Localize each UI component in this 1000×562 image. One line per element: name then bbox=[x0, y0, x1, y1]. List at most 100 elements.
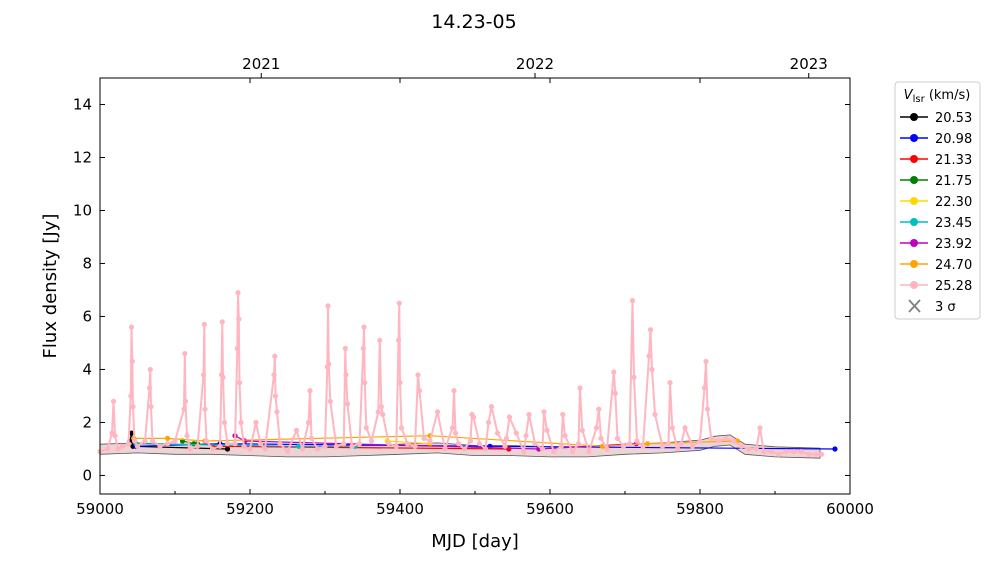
data-point bbox=[412, 443, 418, 449]
data-point bbox=[598, 435, 604, 441]
data-point bbox=[503, 435, 510, 441]
data-point bbox=[182, 351, 188, 357]
data-point bbox=[544, 427, 550, 433]
data-point bbox=[235, 290, 241, 296]
data-point bbox=[396, 300, 402, 306]
data-point bbox=[708, 435, 714, 441]
data-point bbox=[575, 441, 582, 447]
data-point bbox=[172, 438, 178, 444]
data-point bbox=[678, 441, 684, 447]
legend-swatch-marker bbox=[910, 113, 918, 121]
legend-item-23.92: 23.92 bbox=[900, 237, 972, 252]
legend-swatch-marker bbox=[910, 260, 918, 268]
data-point bbox=[776, 451, 782, 457]
legend-item-25.28: 25.28 bbox=[900, 279, 972, 294]
data-point bbox=[224, 446, 231, 452]
y-tick-label: 4 bbox=[82, 360, 92, 378]
legend-item-21.75: 21.75 bbox=[900, 174, 972, 189]
data-point bbox=[187, 446, 193, 452]
data-point bbox=[327, 398, 333, 404]
data-point bbox=[667, 380, 673, 386]
data-point bbox=[299, 446, 306, 452]
data-point bbox=[798, 449, 804, 455]
data-point bbox=[532, 441, 538, 447]
data-point bbox=[128, 430, 135, 436]
data-point bbox=[631, 374, 637, 380]
data-point bbox=[746, 446, 752, 452]
legend-item-20.53: 20.53 bbox=[900, 111, 972, 126]
data-point bbox=[434, 409, 441, 415]
y-tick-label: 6 bbox=[82, 307, 92, 325]
data-point bbox=[551, 449, 557, 455]
y-tick-label: 2 bbox=[82, 413, 92, 431]
data-point bbox=[482, 446, 489, 452]
data-point bbox=[221, 419, 228, 426]
data-point bbox=[356, 441, 363, 447]
plot-area bbox=[97, 290, 838, 459]
data-point bbox=[342, 345, 348, 351]
data-point bbox=[305, 419, 312, 426]
legend-title-sub: lsr bbox=[913, 94, 926, 105]
plot-frame bbox=[99, 77, 851, 495]
data-point bbox=[128, 324, 135, 330]
data-point bbox=[164, 435, 171, 441]
data-point bbox=[236, 316, 242, 322]
data-point bbox=[104, 446, 111, 452]
legend-items: 20.53 20.98 21.33 21.75 22.30 23.45 23.92 24.70… bbox=[900, 111, 972, 315]
data-point bbox=[404, 441, 411, 447]
data-point bbox=[344, 401, 351, 407]
data-point bbox=[629, 298, 636, 304]
x-tick-label: 59000 bbox=[76, 500, 124, 518]
data-point bbox=[731, 438, 737, 444]
legend-item-sigma: 3 σ bbox=[908, 299, 956, 315]
legend: Vlsr (km/s) 20.53 20.98 21.33 21.75 22.30 23.… bbox=[894, 81, 981, 320]
data-point bbox=[502, 443, 508, 449]
x-axis: 59000 59200 59400 59600 59800 60000 bbox=[76, 78, 874, 518]
legend-label: 23.45 bbox=[935, 216, 972, 231]
data-point bbox=[470, 414, 477, 420]
y-axis: 0 2 4 6 8 10 12 14 bbox=[73, 95, 850, 484]
data-point bbox=[326, 361, 332, 367]
data-point bbox=[362, 380, 368, 386]
data-point bbox=[284, 449, 291, 455]
x-tick-label: 59200 bbox=[226, 500, 274, 518]
data-point bbox=[217, 443, 223, 449]
legend-item-20.98: 20.98 bbox=[900, 132, 972, 147]
data-point bbox=[361, 324, 367, 330]
data-point bbox=[375, 409, 381, 415]
data-point bbox=[455, 441, 462, 447]
data-point bbox=[129, 358, 135, 365]
legend-label: 23.92 bbox=[935, 237, 972, 252]
y-tick-label: 8 bbox=[82, 254, 92, 272]
data-point bbox=[644, 441, 651, 447]
data-point bbox=[541, 409, 547, 415]
data-point bbox=[202, 406, 208, 412]
legend-swatch-marker bbox=[910, 134, 918, 142]
data-point bbox=[604, 446, 610, 452]
data-point bbox=[689, 443, 696, 449]
data-point bbox=[665, 441, 672, 447]
data-point bbox=[806, 451, 812, 457]
data-point bbox=[308, 435, 315, 441]
data-point bbox=[494, 430, 501, 436]
data-point bbox=[579, 427, 585, 433]
data-point bbox=[649, 366, 655, 373]
data-point bbox=[380, 411, 386, 418]
data-point bbox=[115, 446, 121, 452]
data-point bbox=[416, 388, 423, 394]
data-point bbox=[488, 404, 495, 410]
top-tick-label: 2023 bbox=[790, 55, 828, 73]
data-point bbox=[110, 398, 117, 404]
data-point bbox=[149, 438, 156, 444]
data-point bbox=[262, 446, 268, 452]
legend-swatch-marker bbox=[910, 197, 918, 205]
legend-item-23.45: 23.45 bbox=[900, 216, 972, 231]
legend-title-main: V bbox=[904, 88, 914, 103]
data-point bbox=[349, 443, 355, 449]
data-point bbox=[526, 411, 532, 418]
data-point bbox=[296, 443, 302, 449]
data-point bbox=[682, 425, 688, 431]
data-point bbox=[201, 321, 207, 327]
data-point bbox=[558, 443, 564, 449]
